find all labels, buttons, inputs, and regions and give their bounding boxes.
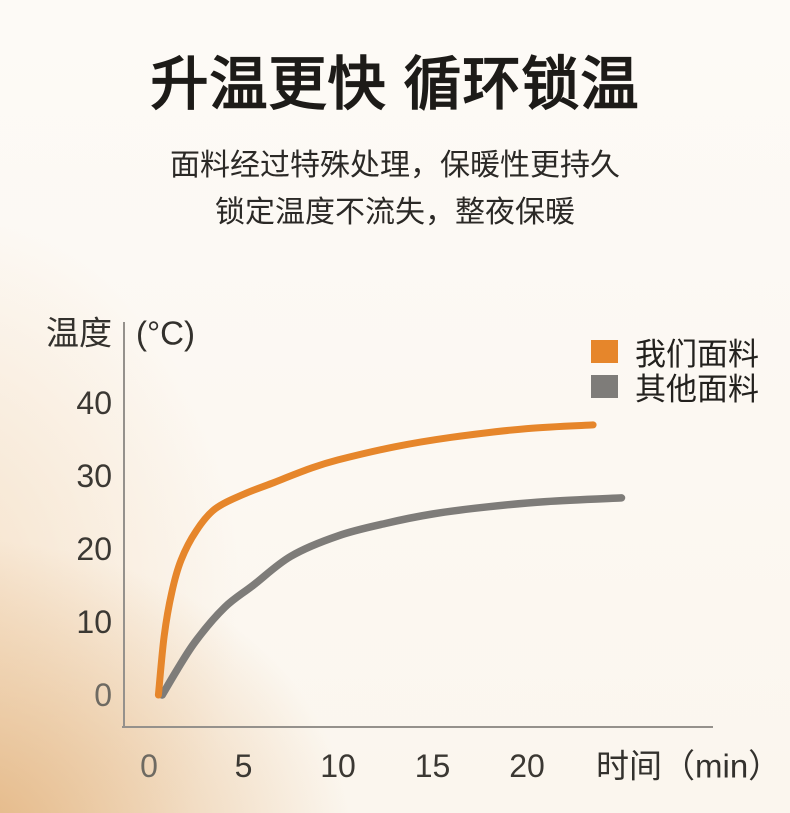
- legend-swatch-our-fabric: [591, 340, 618, 363]
- x-tick-label: 20: [509, 748, 545, 784]
- y-tick-label: 10: [76, 604, 112, 640]
- y-tick-label: 20: [76, 531, 112, 567]
- x-tick-label: 15: [415, 748, 451, 784]
- page-title: 升温更快 循环锁温: [150, 52, 640, 117]
- legend: 我们面料 其他面料: [591, 334, 759, 407]
- subtitle-line-2: 锁定温度不流失，整夜保暖: [215, 195, 575, 229]
- series-line-our-fabric: [154, 421, 597, 699]
- subtitle-line-1: 面料经过特殊处理，保暖性更持久: [170, 149, 620, 182]
- legend-item-our-fabric: 我们面料: [591, 334, 759, 372]
- legend-label-other-fabric: 其他面料: [635, 372, 759, 407]
- y-tick-label: 40: [76, 385, 112, 421]
- y-tick-label: 0: [94, 677, 112, 713]
- subtitle: 面料经过特殊处理，保暖性更持久 锁定温度不流失，整夜保暖: [0, 143, 790, 236]
- y-tick-label: 30: [76, 458, 112, 494]
- x-axis-ticks: 0 5 10 15 20: [140, 748, 545, 784]
- legend-swatch-other-fabric: [591, 375, 618, 398]
- y-axis-title: 温度: [46, 315, 112, 352]
- x-axis-title: 时间（min）: [596, 748, 781, 785]
- y-axis-unit: (°C): [136, 315, 195, 352]
- series-line-other-fabric: [158, 494, 626, 699]
- y-axis-ticks: 0 10 20 30 40: [76, 385, 112, 713]
- x-tick-label: 10: [320, 748, 356, 784]
- legend-label-our-fabric: 我们面料: [635, 337, 759, 372]
- x-tick-label: 0: [140, 748, 158, 784]
- legend-item-other-fabric: 其他面料: [591, 369, 759, 407]
- x-tick-label: 5: [235, 748, 253, 784]
